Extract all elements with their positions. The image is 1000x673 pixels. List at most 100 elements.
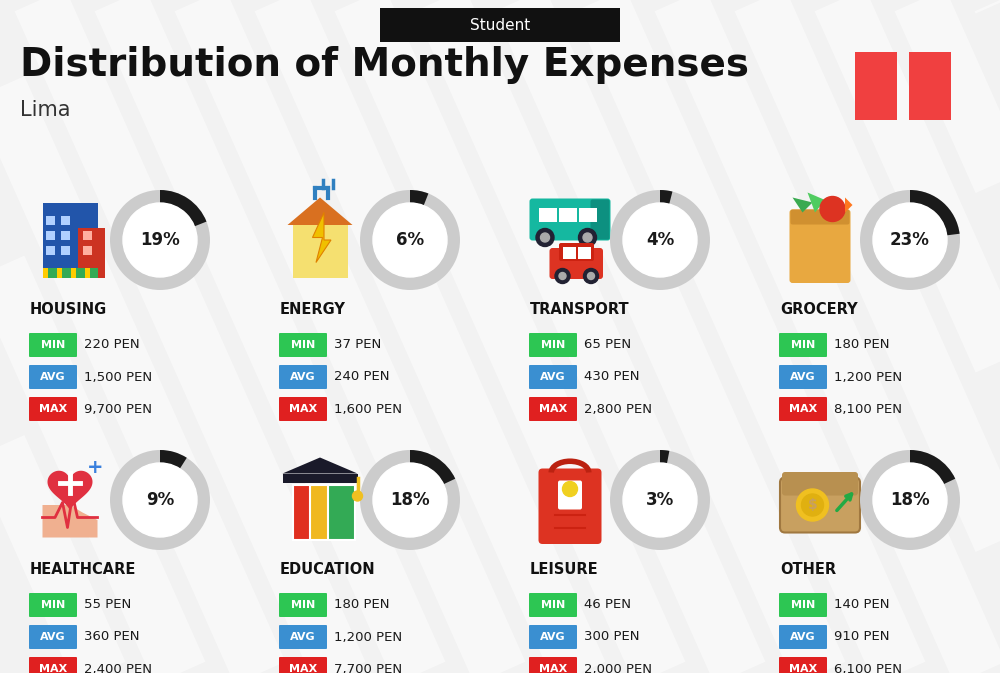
FancyBboxPatch shape bbox=[550, 248, 603, 279]
FancyBboxPatch shape bbox=[529, 625, 577, 649]
Circle shape bbox=[623, 203, 697, 277]
FancyBboxPatch shape bbox=[579, 207, 597, 222]
Text: MAX: MAX bbox=[289, 664, 317, 673]
FancyBboxPatch shape bbox=[529, 333, 577, 357]
FancyBboxPatch shape bbox=[563, 246, 576, 258]
FancyBboxPatch shape bbox=[790, 209, 850, 283]
Polygon shape bbox=[845, 197, 852, 213]
FancyBboxPatch shape bbox=[310, 485, 338, 540]
FancyBboxPatch shape bbox=[559, 207, 577, 222]
FancyBboxPatch shape bbox=[78, 227, 105, 277]
FancyBboxPatch shape bbox=[70, 267, 76, 277]
FancyBboxPatch shape bbox=[909, 52, 951, 120]
Circle shape bbox=[536, 229, 554, 246]
Wedge shape bbox=[360, 190, 460, 290]
Circle shape bbox=[559, 273, 566, 279]
Text: AVG: AVG bbox=[790, 632, 816, 642]
FancyBboxPatch shape bbox=[779, 657, 827, 673]
Text: 180 PEN: 180 PEN bbox=[334, 598, 390, 612]
Text: Student: Student bbox=[470, 17, 530, 32]
Text: MAX: MAX bbox=[539, 664, 567, 673]
Text: 18%: 18% bbox=[390, 491, 430, 509]
Wedge shape bbox=[360, 450, 460, 550]
Text: 8,100 PEN: 8,100 PEN bbox=[834, 402, 902, 415]
Text: 1,200 PEN: 1,200 PEN bbox=[834, 371, 902, 384]
Circle shape bbox=[562, 481, 578, 497]
Circle shape bbox=[123, 203, 197, 277]
Polygon shape bbox=[312, 213, 331, 262]
Text: AVG: AVG bbox=[40, 372, 66, 382]
Wedge shape bbox=[160, 450, 187, 469]
Text: AVG: AVG bbox=[40, 632, 66, 642]
Wedge shape bbox=[160, 190, 206, 226]
Circle shape bbox=[123, 463, 197, 537]
FancyBboxPatch shape bbox=[779, 593, 827, 617]
FancyBboxPatch shape bbox=[29, 365, 77, 389]
Wedge shape bbox=[110, 450, 210, 550]
Text: GROCERY: GROCERY bbox=[780, 302, 858, 318]
Circle shape bbox=[373, 463, 447, 537]
Circle shape bbox=[820, 197, 845, 221]
Text: 3%: 3% bbox=[646, 491, 674, 509]
FancyBboxPatch shape bbox=[279, 365, 327, 389]
Circle shape bbox=[373, 203, 447, 277]
Polygon shape bbox=[42, 505, 98, 538]
Wedge shape bbox=[110, 190, 210, 290]
Wedge shape bbox=[860, 190, 960, 290]
Wedge shape bbox=[610, 190, 710, 290]
Wedge shape bbox=[410, 190, 428, 205]
Circle shape bbox=[555, 269, 570, 283]
Text: 360 PEN: 360 PEN bbox=[84, 631, 140, 643]
FancyBboxPatch shape bbox=[590, 199, 610, 240]
FancyBboxPatch shape bbox=[279, 657, 327, 673]
Text: 37 PEN: 37 PEN bbox=[334, 339, 381, 351]
Polygon shape bbox=[283, 458, 358, 474]
Circle shape bbox=[623, 463, 697, 537]
FancyBboxPatch shape bbox=[83, 246, 92, 254]
Text: MAX: MAX bbox=[289, 404, 317, 414]
Circle shape bbox=[583, 233, 592, 242]
Text: 19%: 19% bbox=[140, 231, 180, 249]
Circle shape bbox=[578, 229, 596, 246]
Text: 4%: 4% bbox=[646, 231, 674, 249]
Text: MIN: MIN bbox=[41, 600, 65, 610]
Text: OTHER: OTHER bbox=[780, 563, 836, 577]
FancyBboxPatch shape bbox=[279, 333, 327, 357]
FancyBboxPatch shape bbox=[529, 397, 577, 421]
Polygon shape bbox=[288, 197, 352, 225]
FancyBboxPatch shape bbox=[782, 472, 858, 495]
Text: MAX: MAX bbox=[789, 664, 817, 673]
FancyBboxPatch shape bbox=[559, 243, 594, 261]
Text: Lima: Lima bbox=[20, 100, 70, 120]
FancyBboxPatch shape bbox=[780, 478, 860, 532]
Text: HOUSING: HOUSING bbox=[30, 302, 107, 318]
Wedge shape bbox=[660, 190, 672, 204]
FancyBboxPatch shape bbox=[292, 225, 348, 277]
FancyBboxPatch shape bbox=[578, 246, 590, 258]
FancyBboxPatch shape bbox=[83, 230, 92, 240]
Text: 46 PEN: 46 PEN bbox=[584, 598, 631, 612]
Text: 180 PEN: 180 PEN bbox=[834, 339, 890, 351]
Text: 6%: 6% bbox=[396, 231, 424, 249]
Circle shape bbox=[802, 494, 824, 516]
Text: 65 PEN: 65 PEN bbox=[584, 339, 631, 351]
FancyBboxPatch shape bbox=[779, 333, 827, 357]
Text: TRANSPORT: TRANSPORT bbox=[530, 302, 630, 318]
Circle shape bbox=[540, 233, 550, 242]
FancyBboxPatch shape bbox=[855, 52, 897, 120]
Polygon shape bbox=[792, 197, 812, 213]
Circle shape bbox=[796, 489, 828, 521]
Text: 23%: 23% bbox=[890, 231, 930, 249]
Text: MAX: MAX bbox=[39, 404, 67, 414]
FancyBboxPatch shape bbox=[29, 333, 77, 357]
FancyBboxPatch shape bbox=[46, 246, 54, 254]
FancyBboxPatch shape bbox=[84, 267, 90, 277]
Text: 2,400 PEN: 2,400 PEN bbox=[84, 662, 152, 673]
Text: 220 PEN: 220 PEN bbox=[84, 339, 140, 351]
Circle shape bbox=[584, 269, 598, 283]
FancyBboxPatch shape bbox=[779, 365, 827, 389]
FancyBboxPatch shape bbox=[29, 625, 77, 649]
FancyBboxPatch shape bbox=[56, 267, 62, 277]
FancyBboxPatch shape bbox=[538, 468, 602, 544]
FancyBboxPatch shape bbox=[529, 657, 577, 673]
